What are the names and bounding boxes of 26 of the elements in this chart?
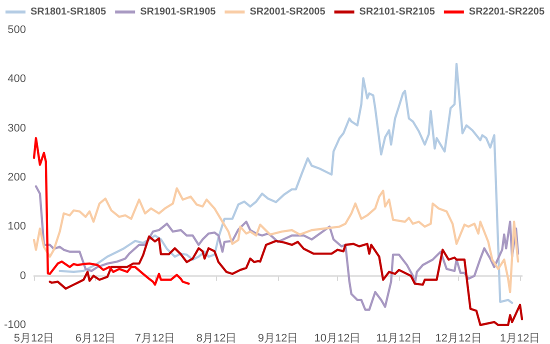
x-tick-label: 9月12日 [258,332,298,344]
x-tick-label: 8月12日 [196,332,237,344]
y-tick-label: -100 [4,319,26,331]
legend-label: SR2001-SR2005 [250,6,326,18]
x-tick-label: 5月12日 [14,332,54,344]
y-tick-label: 200 [8,172,26,184]
line-series [34,185,520,311]
legend-label: SR2101-SR2105 [359,6,436,18]
line-series [32,187,520,294]
x-tick-label: 7月12日 [134,332,176,344]
legend-label: SR1801-SR1805 [30,6,107,18]
legend-label: SR1901-SR1905 [140,6,216,18]
x-tick-label: 12月12日 [435,332,482,344]
line-series [58,62,514,304]
x-tick-label: 1月12日 [500,332,540,344]
y-tick-label: 300 [8,122,26,134]
y-tick-label: 500 [8,24,26,36]
legend-label: SR2201-SR2205 [468,6,545,18]
x-tick-label: 6月12日 [75,332,116,344]
y-tick-label: 100 [8,220,26,233]
y-tick-label: 0 [20,270,26,282]
y-tick-label: 400 [8,73,26,86]
line-series [32,137,190,286]
x-tick-label: 10月12日 [314,332,361,344]
line-series [48,235,524,326]
x-tick-label: 11月12日 [376,332,422,344]
